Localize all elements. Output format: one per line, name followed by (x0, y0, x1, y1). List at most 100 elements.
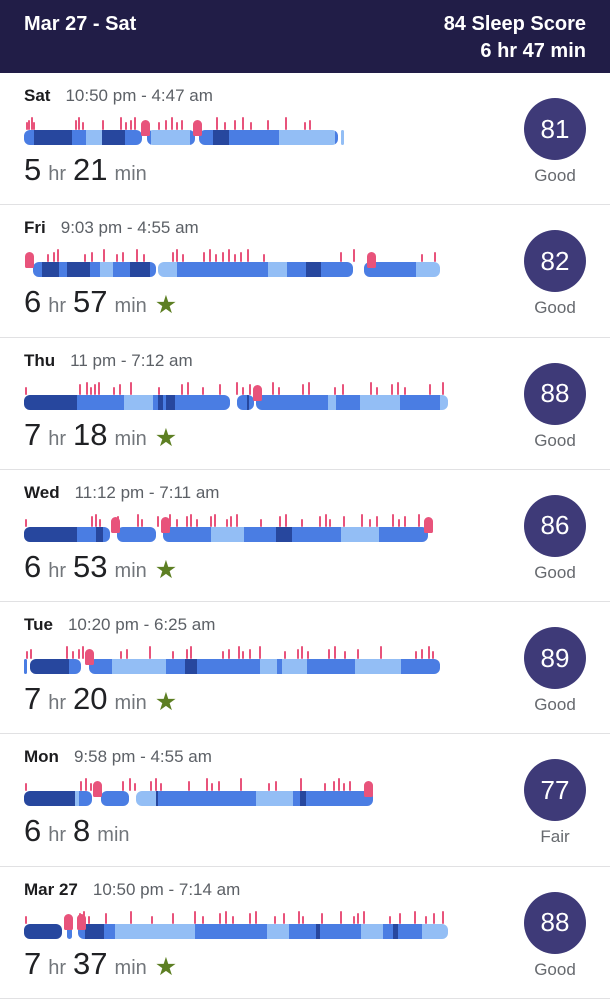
duration-minutes-unit: min (114, 692, 147, 715)
sleep-log-row[interactable]: Tue 10:20 pm - 6:25 am 7 hr 20 min ★ 89 … (0, 602, 610, 735)
sleep-score-badge: 88 (524, 362, 586, 425)
duration-minutes-unit: min (114, 427, 147, 450)
sleep-duration: 5 hr 21 min ★ (24, 153, 522, 187)
sleep-score-value: 82 (540, 245, 570, 276)
sleep-log-row-details: Fri 9:03 pm - 4:55 am 6 hr 57 min ★ (24, 205, 522, 336)
time-range: 11 pm - 7:12 am (70, 350, 193, 370)
sleep-score-column: 81 Good (522, 73, 588, 204)
sleep-log-row-header: Mon 9:58 pm - 4:55 am (24, 747, 522, 771)
sleep-goal-star-icon: ★ (154, 291, 178, 320)
duration-hours-value: 7 (24, 945, 42, 981)
duration-minutes-unit: min (114, 295, 147, 318)
sleep-log-row-header: Sat 10:50 pm - 4:47 am (24, 86, 522, 110)
day-label: Wed (24, 482, 60, 502)
day-label: Fri (24, 218, 46, 238)
sleep-goal-star-icon: ★ (154, 555, 178, 584)
sleep-duration: 7 hr 20 min ★ (24, 682, 522, 716)
duration-minutes-value: 57 (73, 284, 108, 320)
duration-minutes-value: 8 (73, 813, 91, 849)
sleep-log-row[interactable]: Sat 10:50 pm - 4:47 am 5 hr 21 min ★ 81 … (0, 73, 610, 206)
duration-hours-unit: hr (48, 163, 67, 185)
time-range: 9:58 pm - 4:55 am (73, 747, 212, 767)
sleep-score-value: 86 (540, 510, 570, 541)
sleep-stages-chart (24, 247, 440, 278)
duration-hours-unit: hr (48, 824, 67, 847)
duration-minutes-value: 21 (73, 152, 108, 187)
sleep-log-row-details: Mar 27 10:50 pm - 7:14 am 7 hr 37 min ★ (24, 867, 522, 998)
sleep-quality-label: Good (534, 298, 576, 318)
average-sleep-duration: 6 hr 47 min (480, 40, 586, 62)
sleep-stages-chart (24, 909, 448, 939)
duration-minutes-unit: min (97, 824, 130, 847)
duration-hours-value: 6 (24, 813, 42, 849)
duration-minutes-unit: min (114, 956, 147, 979)
duration-minutes-value: 18 (73, 416, 108, 452)
duration-hours-unit: hr (48, 956, 67, 979)
sleep-score-value: 88 (540, 907, 570, 938)
duration-minutes-unit: min (114, 163, 147, 185)
sleep-score-value: 88 (540, 378, 570, 409)
average-sleep-score: 84 Sleep Score (443, 13, 586, 35)
sleep-stages-chart (24, 776, 373, 807)
sleep-score-column: 88 Good (522, 338, 588, 469)
sleep-log-row-header: Tue 10:20 pm - 6:25 am (24, 615, 522, 639)
sleep-score-value: 89 (540, 642, 570, 673)
sleep-log-row-header: Mar 27 10:50 pm - 7:14 am (24, 880, 522, 904)
sleep-goal-star-icon: ★ (154, 688, 178, 717)
time-range: 10:20 pm - 6:25 am (67, 615, 216, 635)
sleep-log-row-header: Thu 11 pm - 7:12 am (24, 351, 522, 375)
time-range: 11:12 pm - 7:11 am (74, 482, 220, 502)
sleep-log-row[interactable]: Fri 9:03 pm - 4:55 am 6 hr 57 min ★ 82 G… (0, 205, 610, 338)
duration-minutes-unit: min (114, 559, 147, 582)
sleep-score-badge: 77 (524, 759, 586, 822)
sleep-quality-label: Good (534, 166, 576, 185)
time-range: 10:50 pm - 7:14 am (92, 879, 241, 899)
weekly-summary: 84 Sleep Score 6 hr 47 min (444, 11, 586, 73)
sleep-log-row[interactable]: Mar 27 10:50 pm - 7:14 am 7 hr 37 min ★ … (0, 866, 610, 999)
day-label: Mar 27 (24, 879, 78, 899)
sleep-stages-chart (24, 115, 344, 145)
duration-minutes-value: 20 (73, 681, 108, 717)
sleep-duration: 6 hr 8 min ★ (24, 814, 522, 848)
duration-hours-value: 6 (24, 548, 42, 584)
sleep-score-column: 82 Good (522, 205, 588, 336)
sleep-log-row[interactable]: Wed 11:12 pm - 7:11 am 6 hr 53 min ★ 86 … (0, 469, 610, 603)
sleep-quality-label: Good (534, 959, 576, 979)
sleep-duration: 6 hr 57 min ★ (24, 285, 522, 319)
date-range-title: Mar 27 - Sat (24, 13, 137, 35)
duration-hours-value: 6 (24, 284, 42, 320)
sleep-log-row[interactable]: Thu 11 pm - 7:12 am 7 hr 18 min ★ 88 Goo… (0, 337, 610, 470)
app-header: Mar 27 - Sat 84 Sleep Score 6 hr 47 min (0, 0, 610, 73)
sleep-score-value: 77 (540, 774, 570, 805)
sleep-duration: 7 hr 37 min ★ (24, 945, 522, 981)
sleep-duration: 6 hr 53 min ★ (24, 548, 522, 584)
sleep-goal-star-icon: ★ (154, 423, 178, 452)
sleep-stages-chart (24, 644, 440, 675)
sleep-quality-label: Good (534, 695, 576, 715)
duration-hours-value: 7 (24, 416, 42, 452)
sleep-stages-chart (24, 380, 448, 410)
sleep-log-row[interactable]: Mon 9:58 pm - 4:55 am 6 hr 8 min ★ 77 Fa… (0, 734, 610, 867)
sleep-duration: 7 hr 18 min ★ (24, 416, 522, 452)
duration-hours-unit: hr (48, 427, 67, 450)
duration-hours-unit: hr (48, 559, 67, 582)
day-label: Thu (24, 350, 56, 370)
sleep-score-column: 88 Good (522, 867, 588, 998)
sleep-score-badge: 89 (524, 627, 586, 690)
sleep-score-badge: 86 (524, 494, 586, 557)
sleep-goal-star-icon: ★ (154, 952, 178, 981)
sleep-log-row-details: Thu 11 pm - 7:12 am 7 hr 18 min ★ (24, 338, 522, 469)
duration-hours-unit: hr (48, 295, 67, 318)
time-range: 9:03 pm - 4:55 am (60, 218, 199, 238)
duration-minutes-value: 37 (73, 945, 108, 981)
sleep-score-column: 89 Good (522, 602, 588, 733)
duration-hours-value: 7 (24, 681, 42, 717)
day-label: Sat (24, 86, 51, 105)
day-label: Mon (24, 747, 59, 767)
sleep-log-row-details: Mon 9:58 pm - 4:55 am 6 hr 8 min ★ (24, 734, 522, 865)
time-range: 10:50 pm - 4:47 am (65, 86, 213, 105)
sleep-score-badge: 81 (524, 98, 586, 160)
sleep-score-column: 86 Good (522, 470, 588, 601)
sleep-quality-label: Good (534, 562, 576, 582)
sleep-score-badge: 82 (524, 230, 586, 293)
